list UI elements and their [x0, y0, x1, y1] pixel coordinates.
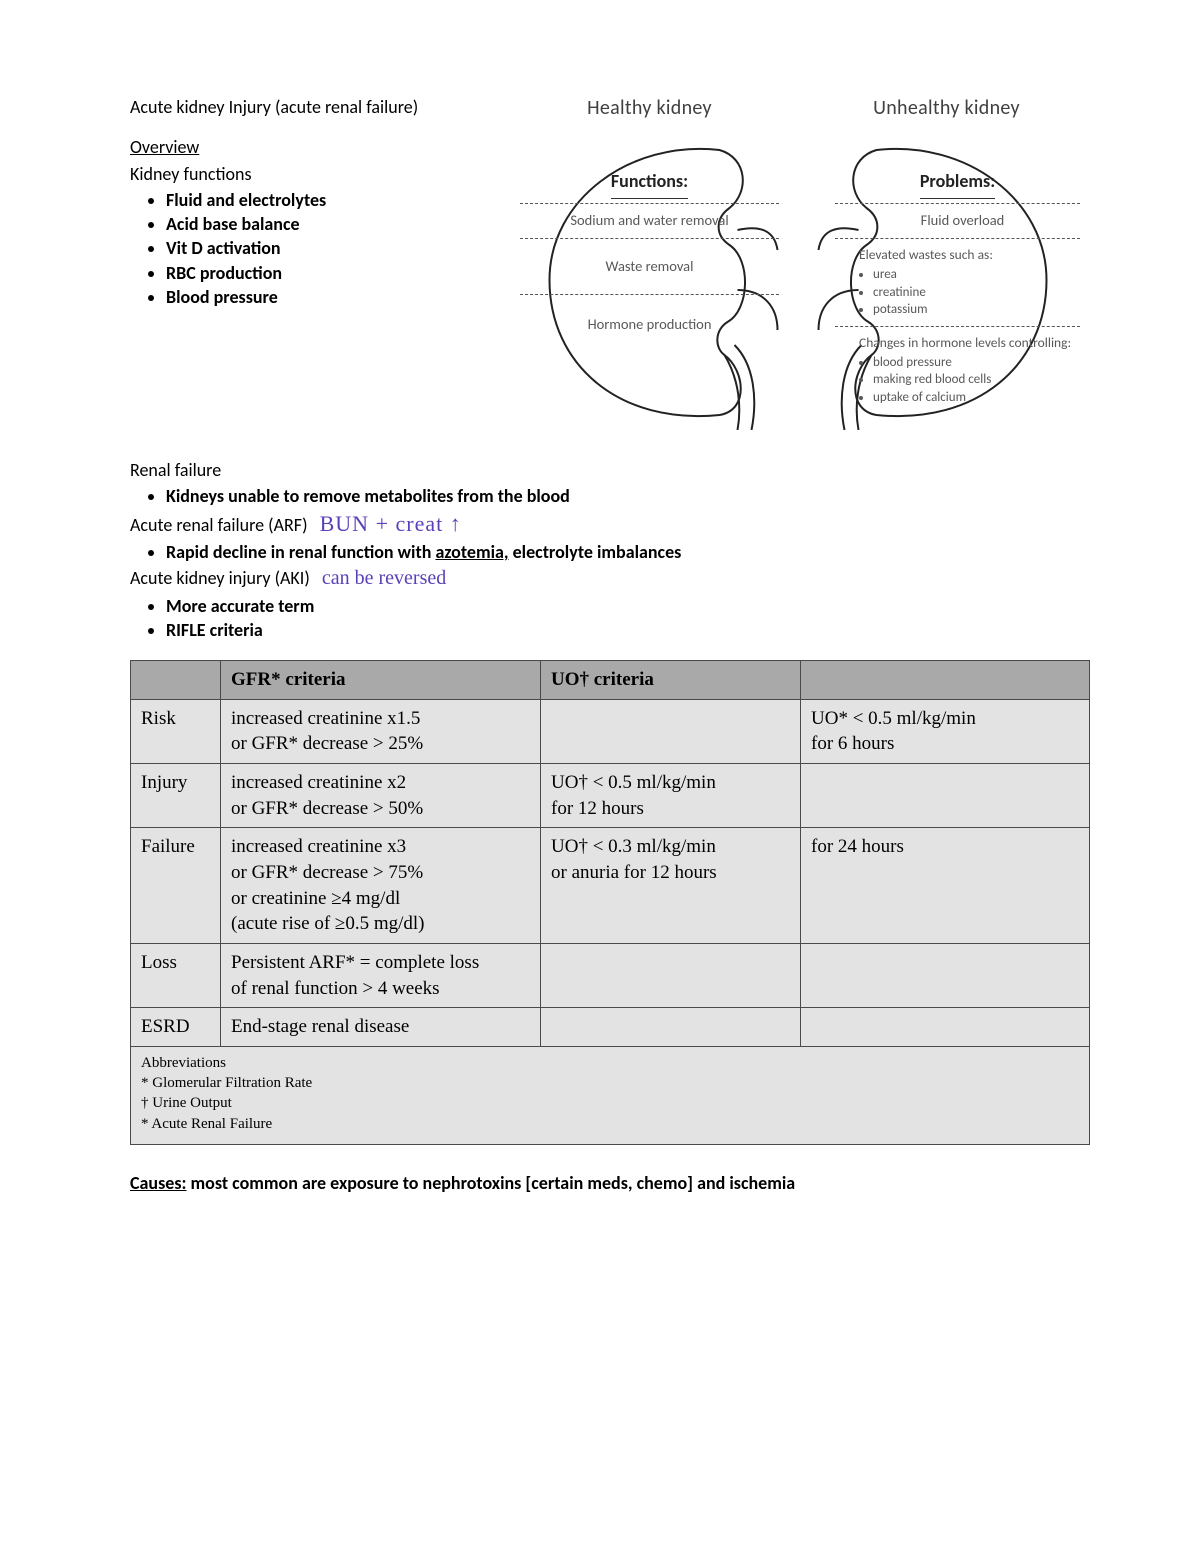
aki-list: More accurate term RIFLE criteria [148, 594, 1090, 643]
kidney-row: Sodium and water removal [520, 204, 779, 239]
top-row: Acute kidney Injury (acute renal failure… [130, 95, 1090, 430]
table-header: UO† criteria [541, 661, 801, 700]
table-row: Failureincreased creatinine x3 or GFR* d… [131, 828, 1090, 944]
page-title: Acute kidney Injury (acute renal failure… [130, 95, 490, 119]
table-cell [801, 943, 1090, 1007]
list-item: Vit D activation [166, 236, 490, 260]
text-fragment: from the blood [453, 485, 569, 507]
list-item: More accurate term [166, 594, 1090, 618]
rifle-criteria-table: GFR* criteria UO† criteria Riskincreased… [130, 660, 1090, 1145]
renal-failure-section: Renal failure Kidneys unable to remove m… [130, 458, 1090, 642]
kidney-row: Hormone production [520, 295, 779, 355]
table-row: LossPersistent ARF* = complete loss of r… [131, 943, 1090, 1007]
list-item: creatinine [873, 284, 1074, 302]
causes-section: Causes: most common are exposure to neph… [130, 1171, 1090, 1195]
arf-heading: Acute renal failure (ARF) [130, 514, 308, 536]
healthy-kidney-panel: Functions: Sodium and water removal Wast… [506, 164, 793, 410]
aki-heading-row: Acute kidney injury (AKI) can be reverse… [130, 565, 1090, 592]
text-fragment: Rapid decline in renal function with [166, 541, 435, 563]
list-item: Blood pressure [166, 285, 490, 309]
table-cell [801, 1008, 1090, 1047]
text-bold: metabolites [364, 485, 453, 507]
table-header [131, 661, 221, 700]
table-cell: increased creatinine x1.5 or GFR* decrea… [221, 699, 541, 763]
text-underline: azotemia, [435, 541, 508, 563]
table-footer: Abbreviations * Glomerular Filtration Ra… [131, 1046, 1090, 1144]
table-cell [541, 699, 801, 763]
table-cell: Risk [131, 699, 221, 763]
kidney-row: Changes in hormone levels controlling: b… [835, 327, 1080, 414]
functions-heading: Functions: [611, 164, 688, 199]
list-item: urea [873, 266, 1074, 284]
table-cell: UO† < 0.5 ml/kg/min for 12 hours [541, 764, 801, 828]
healthy-kidney-col: Healthy kidney Functions: Sodium and wat… [506, 95, 793, 430]
list-item: Fluid and electrolytes [166, 188, 490, 212]
list-item: blood pressure [873, 354, 1074, 372]
kidney-functions-heading: Kidney functions [130, 162, 490, 186]
table-cell: increased creatinine x2 or GFR* decrease… [221, 764, 541, 828]
table-cell: UO† < 0.3 ml/kg/min or anuria for 12 hou… [541, 828, 801, 944]
table-row: Riskincreased creatinine x1.5 or GFR* de… [131, 699, 1090, 763]
arf-list: Rapid decline in renal function with azo… [148, 540, 1090, 564]
overview-heading: Overview [130, 135, 490, 159]
table-cell [801, 764, 1090, 828]
mini-list: blood pressure making red blood cells up… [863, 354, 1074, 407]
handwritten-annotation: BUN + creat ↑ [320, 509, 462, 539]
list-item: RBC production [166, 261, 490, 285]
list-item: uptake of calcium [873, 389, 1074, 407]
table-cell: UO* < 0.5 ml/kg/min for 6 hours [801, 699, 1090, 763]
causes-text: most common are exposure to nephrotoxins… [186, 1172, 795, 1194]
table-cell: for 24 hours [801, 828, 1090, 944]
table-row: ESRDEnd-stage renal disease [131, 1008, 1090, 1047]
kidney-row: Elevated wastes such as: urea creatinine… [835, 239, 1080, 327]
text-bold: electrolyte imbalances [509, 541, 682, 563]
unhealthy-kidney-caption: Unhealthy kidney [803, 95, 1090, 122]
unhealthy-kidney-col: Unhealthy kidney Problems: Fluid overloa… [803, 95, 1090, 430]
table-cell: increased creatinine x3 or GFR* decrease… [221, 828, 541, 944]
table-header: GFR* criteria [221, 661, 541, 700]
table-cell: Persistent ARF* = complete loss of renal… [221, 943, 541, 1007]
list-item: potassium [873, 301, 1074, 319]
table-header-row: GFR* criteria UO† criteria [131, 661, 1090, 700]
row-intro: Changes in hormone levels controlling: [851, 334, 1074, 352]
list-item: making red blood cells [873, 371, 1074, 389]
table-cell [541, 1008, 801, 1047]
list-item: Kidneys unable to remove metabolites fro… [166, 484, 1090, 508]
table-cell: End-stage renal disease [221, 1008, 541, 1047]
healthy-kidney-caption: Healthy kidney [506, 95, 793, 122]
problems-heading: Problems: [920, 164, 995, 199]
row-intro: Elevated wastes such as: [851, 246, 1074, 264]
causes-label: Causes: [130, 1172, 186, 1194]
list-item: Acid base balance [166, 212, 490, 236]
renal-failure-list: Kidneys unable to remove metabolites fro… [148, 484, 1090, 508]
text-fragment: Kidneys unable to remove [166, 485, 364, 507]
table-cell [541, 943, 801, 1007]
table-cell: Loss [131, 943, 221, 1007]
list-item: RIFLE criteria [166, 618, 1090, 642]
kidney-diagram: Healthy kidney Functions: Sodium and wat… [506, 95, 1090, 430]
table-row: Injuryincreased creatinine x2 or GFR* de… [131, 764, 1090, 828]
table-cell: ESRD [131, 1008, 221, 1047]
kidney-functions-list: Fluid and electrolytes Acid base balance… [148, 188, 490, 309]
renal-failure-heading: Renal failure [130, 458, 1090, 482]
mini-list: urea creatinine potassium [863, 266, 1074, 319]
table-header [801, 661, 1090, 700]
table-cell: Failure [131, 828, 221, 944]
kidney-row: Fluid overload [835, 204, 1080, 239]
handwritten-annotation: can be reversed [322, 565, 446, 592]
table-footer-row: Abbreviations * Glomerular Filtration Ra… [131, 1046, 1090, 1144]
kidney-row: Waste removal [520, 239, 779, 296]
left-column: Acute kidney Injury (acute renal failure… [130, 95, 490, 309]
table-cell: Injury [131, 764, 221, 828]
aki-heading: Acute kidney injury (AKI) [130, 567, 310, 589]
table-body: Riskincreased creatinine x1.5 or GFR* de… [131, 699, 1090, 1046]
unhealthy-kidney-panel: Problems: Fluid overload Elevated wastes… [803, 164, 1090, 410]
arf-heading-row: Acute renal failure (ARF) BUN + creat ↑ [130, 509, 1090, 539]
list-item: Rapid decline in renal function with azo… [166, 540, 1090, 564]
